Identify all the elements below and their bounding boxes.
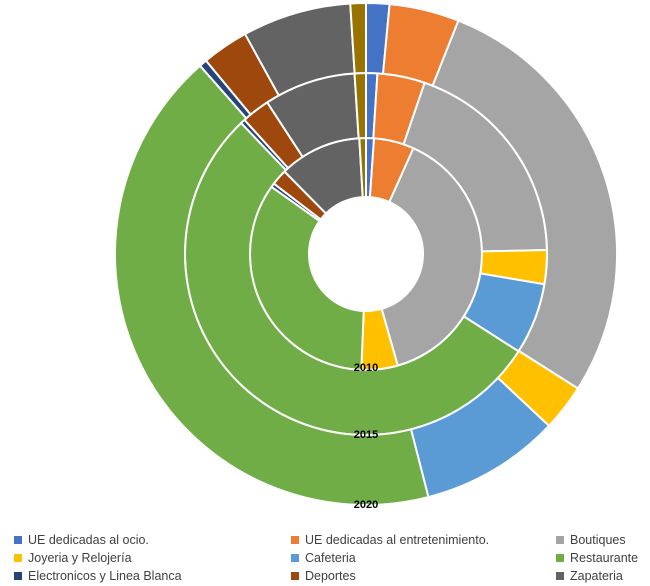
- legend-label: Electronicos y Linea Blanca: [28, 568, 182, 583]
- legend-item-deportes: Deportes: [291, 567, 556, 584]
- doughnut-slices: [114, 1, 618, 506]
- legend-swatch: [14, 535, 22, 544]
- legend-swatch: [556, 553, 564, 562]
- legend-item-cafeteria: Cafeteria: [291, 549, 556, 566]
- legend-item-electronicos: Electronicos y Linea Blanca: [14, 567, 291, 584]
- ring-label-2015: 2015: [354, 429, 378, 441]
- legend-item-joyeria: Joyeria y Relojería: [14, 549, 291, 566]
- legend-item-entretenimiento: UE dedicadas al entretenimiento.: [291, 531, 556, 548]
- slice-2020-boutiques: [431, 19, 618, 390]
- legend-label: Restaurante: [570, 550, 639, 565]
- legend-swatch: [14, 571, 22, 580]
- legend-swatch: [556, 571, 564, 580]
- slice-2020-restaurante: [114, 64, 430, 506]
- ring-label-2020: 2020: [354, 499, 378, 511]
- legend-label: Zapateria: [570, 568, 623, 583]
- legend-swatch: [291, 571, 299, 580]
- legend-label: Boutiques: [570, 532, 626, 547]
- legend-swatch: [556, 535, 564, 544]
- legend-swatch: [291, 553, 299, 562]
- legend-swatch: [291, 535, 299, 544]
- legend-item-zapateria: Zapateria: [556, 567, 650, 584]
- legend-label: Deportes: [305, 568, 356, 583]
- legend-item-ocio: UE dedicadas al ocio.: [14, 531, 291, 548]
- ring-label-2010: 2010: [354, 362, 378, 374]
- legend-swatch: [14, 553, 22, 562]
- legend-label: Cafeteria: [305, 550, 356, 565]
- legend-label: Joyeria y Relojería: [28, 550, 132, 565]
- legend-item-boutiques: Boutiques: [556, 531, 650, 548]
- legend-label: UE dedicadas al ocio.: [28, 532, 149, 547]
- doughnut-chart: 2010 2015 2020: [114, 1, 618, 511]
- slice-2020-otros: [349, 1, 367, 75]
- legend-item-restaurante: Restaurante: [556, 549, 650, 566]
- legend-label: UE dedicadas al entretenimiento.: [305, 532, 490, 547]
- chart-legend: UE dedicadas al ocio. UE dedicadas al en…: [14, 531, 650, 584]
